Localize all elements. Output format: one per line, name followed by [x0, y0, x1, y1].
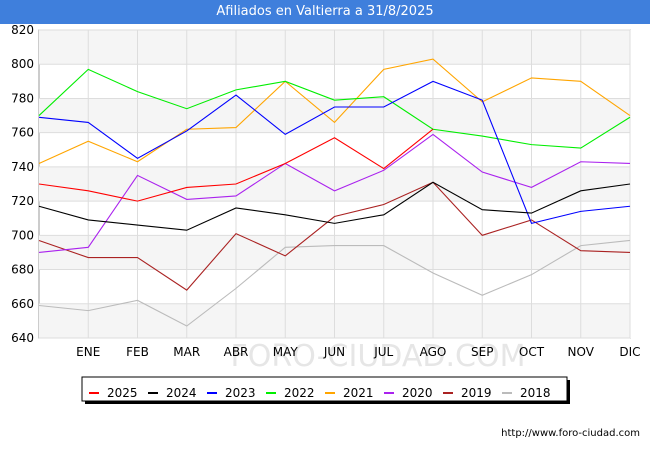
x-tick-label: JUL	[373, 345, 393, 359]
x-tick-label: ENE	[76, 345, 100, 359]
legend-label-2020: 2020	[402, 386, 433, 400]
series-line-2023	[38, 80, 631, 225]
series-line-2020	[38, 133, 631, 253]
y-tick-label: 660	[11, 297, 34, 311]
chart-title: Afiliados en Valtierra a 31/8/2025	[0, 0, 650, 24]
y-tick-label: 720	[11, 194, 34, 208]
series-line-2019	[38, 181, 631, 291]
legend-label-2022: 2022	[284, 386, 315, 400]
x-tick-label: OCT	[519, 345, 545, 359]
legend-label-2019: 2019	[461, 386, 492, 400]
source-url[interactable]: http://www.foro-ciudad.com	[501, 428, 640, 439]
y-tick-label: 700	[11, 228, 34, 242]
x-tick-label: MAY	[273, 345, 299, 359]
series-line-2021	[38, 58, 631, 164]
legend-label-2018: 2018	[520, 386, 551, 400]
y-tick-label: 800	[11, 57, 34, 71]
x-tick-label: AGO	[420, 345, 447, 359]
x-tick-label: NOV	[568, 345, 595, 359]
x-tick-label: JUN	[323, 345, 345, 359]
x-tick-label: SEP	[471, 345, 493, 359]
y-tick-label: 640	[11, 331, 34, 345]
series-line-2018	[38, 239, 631, 327]
legend-box	[81, 376, 568, 402]
series-line-2025	[38, 128, 434, 202]
legend-label-2023: 2023	[225, 386, 256, 400]
x-tick-label: DIC	[619, 345, 640, 359]
y-tick-label: 680	[11, 263, 34, 277]
legend-label-2025: 2025	[107, 386, 138, 400]
x-tick-label: MAR	[173, 345, 200, 359]
legend-label-2024: 2024	[166, 386, 197, 400]
y-tick-label: 780	[11, 91, 34, 105]
y-tick-label: 740	[11, 160, 34, 174]
series-line-2024	[38, 181, 631, 231]
y-tick-label: 820	[11, 23, 34, 37]
x-tick-label: FEB	[126, 345, 149, 359]
watermark: FORO-CIUDAD.COM	[231, 339, 526, 374]
x-tick-label: ABR	[224, 345, 249, 359]
y-tick-label: 760	[11, 126, 34, 140]
legend-label-2021: 2021	[343, 386, 374, 400]
series-line-2022	[38, 68, 631, 149]
